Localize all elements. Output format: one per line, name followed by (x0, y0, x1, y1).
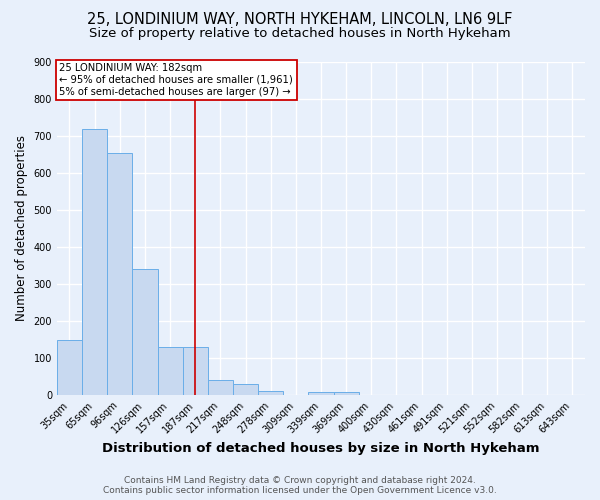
Bar (107, 154, 133, 395)
X-axis label: Distribution of detached houses by size in North Hykeham: Distribution of detached houses by size … (102, 442, 540, 455)
Text: Size of property relative to detached houses in North Hykeham: Size of property relative to detached ho… (89, 28, 511, 40)
Bar (182, 347, 208, 395)
Bar (258, 391, 283, 395)
Y-axis label: Number of detached properties: Number of detached properties (15, 136, 28, 322)
Bar (57, 340, 82, 395)
Bar (133, 269, 158, 395)
Bar (308, 392, 334, 395)
Bar (82, 129, 107, 395)
Bar (233, 384, 258, 395)
Bar (208, 380, 233, 395)
Text: 25 LONDINIUM WAY: 182sqm
← 95% of detached houses are smaller (1,961)
5% of semi: 25 LONDINIUM WAY: 182sqm ← 95% of detach… (59, 64, 293, 96)
Text: Contains HM Land Registry data © Crown copyright and database right 2024.
Contai: Contains HM Land Registry data © Crown c… (103, 476, 497, 495)
Text: 25, LONDINIUM WAY, NORTH HYKEHAM, LINCOLN, LN6 9LF: 25, LONDINIUM WAY, NORTH HYKEHAM, LINCOL… (88, 12, 512, 28)
Bar (334, 392, 359, 395)
Bar (158, 347, 182, 395)
